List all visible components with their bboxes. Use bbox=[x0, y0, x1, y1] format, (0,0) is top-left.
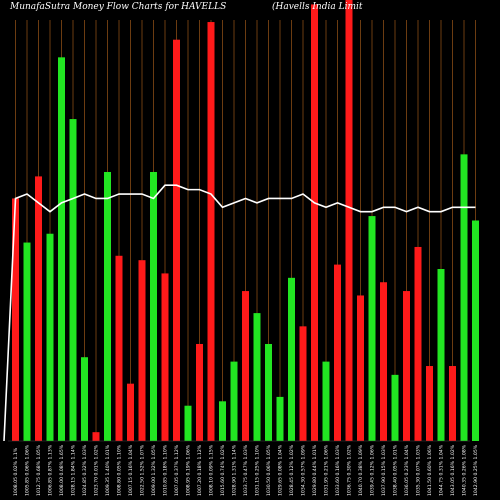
x-tick-label: 1040.35 0.26% 1.08% bbox=[462, 444, 468, 496]
x-tick-label: 1037.90 0.15% 1.03% bbox=[381, 444, 387, 496]
x-tick-label: 1007.20 0.18% 1.12% bbox=[197, 444, 203, 496]
x-tick-labels: 1008.05 0.02% 1.1% 1005.85 0.06% 1.06% 101… bbox=[13, 444, 479, 496]
x-tick-label: 1042.90 0.25% 1.05% bbox=[473, 444, 479, 496]
bar bbox=[46, 233, 54, 441]
bar bbox=[219, 401, 226, 441]
x-tick-label: 1028.15 1.84% 1.14% bbox=[71, 444, 77, 496]
bar bbox=[81, 357, 88, 441]
x-tick-label: 1029.65 0.08% 1.04% bbox=[278, 444, 284, 496]
bar bbox=[403, 291, 410, 441]
bar bbox=[242, 291, 249, 441]
bar bbox=[115, 255, 123, 441]
bars bbox=[12, 0, 479, 442]
bar bbox=[265, 343, 272, 441]
x-tick-label: 1044.75 0.31% 1.04% bbox=[439, 444, 445, 496]
x-tick-label: 1008.00 0.08% 1.65% bbox=[59, 444, 65, 496]
bar bbox=[391, 374, 399, 441]
x-tick-label: 1038.40 0.05% 1.01% bbox=[393, 444, 399, 496]
x-tick-label: 1035.30 0.07% 1.03% bbox=[416, 444, 422, 496]
x-tick-label: 1006.85 0.87% 1.13% bbox=[48, 444, 54, 496]
x-tick-label: 1040.70 0.38% 1.09% bbox=[358, 444, 364, 496]
x-tick-label: 1028.45 0.12% 1.02% bbox=[289, 444, 295, 496]
company-name: (Havells India Limit bbox=[272, 1, 363, 12]
bar bbox=[253, 313, 261, 441]
x-tick-label: 1033.75 0.47% 1.03% bbox=[243, 444, 249, 496]
x-tick-label: 1009.35 1.40% 1.01% bbox=[105, 444, 111, 496]
bar bbox=[472, 220, 479, 441]
bar bbox=[230, 361, 238, 441]
x-tick-label: 1030.50 0.06% 1.05% bbox=[266, 444, 272, 496]
bar bbox=[92, 432, 100, 441]
x-tick-label: 1036.05 0.23% 1.04% bbox=[404, 444, 410, 496]
x-tick-label: 1009.00 1.32% 1.05% bbox=[151, 444, 157, 496]
x-tick-label: 1007.05 0.37% 1.12% bbox=[174, 444, 180, 496]
x-tick-label: 1043.05 0.16% 1.02% bbox=[450, 444, 456, 496]
bar bbox=[173, 39, 180, 441]
x-tick-label: 1033.60 0.16% 1.03% bbox=[335, 444, 341, 496]
x-tick-label: 1008.05 0.02% 1.1% bbox=[13, 447, 19, 496]
bar bbox=[58, 57, 65, 442]
bar bbox=[276, 396, 284, 441]
bar bbox=[357, 295, 364, 441]
bar bbox=[35, 176, 42, 441]
x-tick-label: 1034.30 0.57% 1.09% bbox=[301, 444, 307, 496]
bar bbox=[184, 405, 192, 441]
x-tick-label: 1039.45 0.12% 1.06% bbox=[370, 444, 376, 496]
bar bbox=[380, 282, 387, 441]
x-tick-label: 1036.75 0.30% 1.02% bbox=[347, 444, 353, 496]
x-tick-label: 1028.90 1.31% 1.14% bbox=[232, 444, 238, 496]
x-tick-label: 1008.10 0.09% 1.15% bbox=[209, 444, 215, 496]
bar bbox=[426, 366, 433, 441]
bar bbox=[460, 154, 468, 441]
bar bbox=[437, 269, 445, 441]
x-tick-label: 1008.80 0.05% 1.10% bbox=[117, 444, 123, 496]
bar bbox=[299, 326, 307, 441]
x-tick-label: 1012.75 0.68% 1.05% bbox=[36, 444, 42, 496]
bar bbox=[196, 343, 203, 441]
x-tick-label: 1015.60 0.74% 1.02% bbox=[220, 444, 226, 496]
bar bbox=[334, 264, 341, 441]
bar bbox=[345, 0, 353, 441]
bar bbox=[414, 246, 422, 441]
x-tick-label: 1029.80 0.44% 1.01% bbox=[312, 444, 318, 496]
bar bbox=[69, 119, 77, 441]
x-tick-label: 1010.85 0.18% 1.10% bbox=[163, 444, 169, 496]
money-flow-line bbox=[3, 184, 476, 442]
bar bbox=[161, 273, 169, 441]
bar bbox=[322, 361, 330, 441]
bar bbox=[23, 242, 31, 441]
x-tick-label: 1041.50 0.60% 1.06% bbox=[427, 444, 433, 496]
bar bbox=[449, 366, 456, 441]
bar bbox=[207, 22, 215, 442]
bar bbox=[138, 260, 146, 441]
x-tick-label: 1023.70 0.01% 1.02% bbox=[94, 444, 100, 496]
bar bbox=[12, 198, 19, 441]
bar bbox=[150, 171, 157, 442]
x-tick-label: 1031.15 0.25% 1.10% bbox=[255, 444, 261, 496]
bar bbox=[104, 171, 111, 442]
bar bbox=[368, 216, 376, 441]
x-tick-label: 1022.50 1.52% 1.07% bbox=[140, 444, 146, 496]
bar bbox=[127, 383, 134, 441]
x-tick-label: 1008.95 0.19% 1.06% bbox=[186, 444, 192, 496]
chart-title: MunafaSutra Money Flow Charts for HAVELL… bbox=[9, 2, 226, 12]
bar bbox=[288, 277, 295, 441]
x-tick-label: 1005.85 0.06% 1.06% bbox=[25, 444, 31, 496]
x-tick-label: 1031.95 0.21% 1.06% bbox=[324, 444, 330, 496]
x-tick-label: 1024.85 0.32% 1.03% bbox=[82, 444, 88, 496]
x-tick-label: 1007.15 0.16% 1.04% bbox=[128, 444, 134, 496]
bar bbox=[311, 4, 318, 441]
